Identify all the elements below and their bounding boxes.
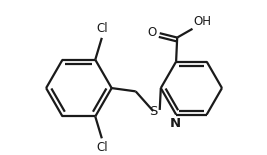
Text: Cl: Cl — [96, 141, 108, 154]
Text: N: N — [170, 117, 180, 130]
Text: OH: OH — [194, 15, 211, 28]
Text: O: O — [148, 26, 157, 39]
Text: Cl: Cl — [96, 22, 108, 35]
Text: S: S — [149, 105, 157, 118]
